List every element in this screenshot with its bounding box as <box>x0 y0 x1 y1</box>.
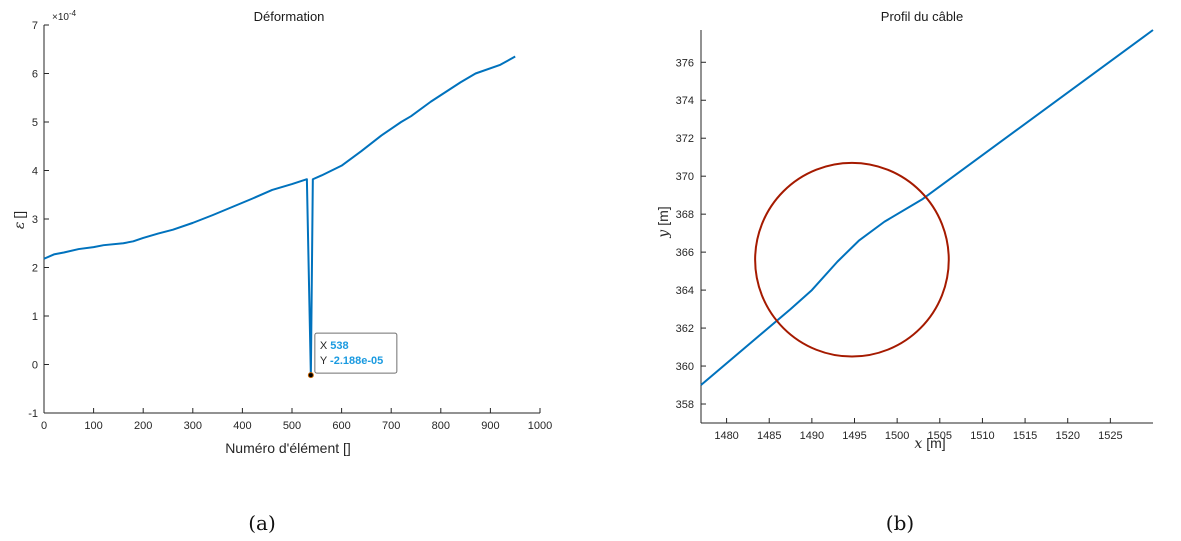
chart-b-x-tick-label: 1525 <box>1098 430 1122 442</box>
chart-a-x-tick-label: 200 <box>134 420 152 432</box>
chart-a-ticks: 0 100 200 300 400 500 600 700 800 900 1000-1012345… <box>28 20 552 432</box>
chart-a-series-line <box>43 55 516 377</box>
chart-a-x-tick-label: 900 <box>481 420 499 432</box>
chart-a-x-tick-label: 500 <box>283 420 301 432</box>
chart-b-caption: (b) <box>886 511 914 535</box>
chart-a-y-tick-label: 2 <box>32 263 38 275</box>
chart-a-x-tick-label: 400 <box>233 420 251 432</box>
chart-b-y-tick-label: 374 <box>676 95 694 107</box>
chart-a-x-tick-label: 0 <box>41 420 47 432</box>
chart-b-y-label-symbol: y <box>656 229 672 239</box>
chart-b-x-label: x [m] <box>914 435 945 452</box>
chart-b-y-tick-label: 364 <box>676 285 694 297</box>
datatip-x-value: 538 <box>330 340 348 352</box>
chart-a-datatip[interactable]: X 538 Y -2.188e-05 <box>307 332 398 379</box>
chart-b-y-label: y [m] <box>655 206 672 238</box>
chart-b-y-tick-label: 366 <box>676 247 694 259</box>
chart-b-y-tick-label: 358 <box>676 399 694 411</box>
datatip-y-key: Y <box>320 355 328 367</box>
chart-a-y-label-unit: [] <box>11 211 27 219</box>
chart-b-x-tick-label: 1505 <box>928 430 952 442</box>
datatip-y-row: Y -2.188e-05 <box>320 355 383 367</box>
chart-b-x-tick-label: 1510 <box>970 430 994 442</box>
chart-b-x-tick-label: 1495 <box>842 430 866 442</box>
chart-a-x-tick-label: 100 <box>84 420 102 432</box>
chart-a-y-tick-label: 4 <box>32 166 38 178</box>
chart-b-ticks: 1480 1485 1490 1495 1500 1505 1510 1515 1520 1525… <box>676 57 1123 442</box>
chart-a-y-exponent-power: -4 <box>69 9 77 18</box>
chart-a-y-label-symbol: ε <box>12 222 28 230</box>
chart-a-x-tick-label: 700 <box>382 420 400 432</box>
chart-a-y-tick-label: 0 <box>32 360 38 372</box>
chart-a-x-tick-label: 1000 <box>528 420 552 432</box>
chart-cable-profile: Profil du câble x [m] y[m] 1480 1485 1490 14… <box>655 9 1154 535</box>
chart-a-y-tick-label: 1 <box>32 311 38 323</box>
chart-b-y-tick-label: 376 <box>676 57 694 69</box>
datatip-y-value: -2.188e-05 <box>330 355 383 367</box>
chart-b-y-tick-label: 362 <box>676 323 694 335</box>
chart-b-series-line <box>700 29 1154 386</box>
chart-a-x-label: Numéro d'élément [] <box>225 440 351 456</box>
chart-a-title: Déformation <box>254 9 325 24</box>
chart-b-x-tick-label: 1490 <box>800 430 824 442</box>
chart-b-x-tick-label: 1485 <box>757 430 781 442</box>
chart-a-caption: (a) <box>248 511 276 535</box>
chart-a-y-label: ε [] <box>11 211 28 229</box>
chart-b-x-tick-label: 1480 <box>714 430 738 442</box>
datatip-marker <box>307 372 314 379</box>
chart-a-y-exponent-base: ×10 <box>52 12 69 23</box>
chart-a-x-tick-label: 600 <box>332 420 350 432</box>
chart-a-y-tick-label: 7 <box>32 20 38 32</box>
chart-b-y-tick-label: 372 <box>676 133 694 145</box>
chart-b-x-tick-label: 1500 <box>885 430 909 442</box>
chart-b-title: Profil du câble <box>881 9 963 24</box>
chart-a-y-tick-label: -1 <box>28 408 38 420</box>
chart-b-y-tick-label: 368 <box>676 209 694 221</box>
chart-a-y-exponent: ×10-4 <box>52 9 77 23</box>
chart-a-x-tick-label: 800 <box>432 420 450 432</box>
chart-deformation: Déformation ×10-4 Numéro d'élément [] ε [… <box>11 9 552 535</box>
chart-b-x-tick-label: 1520 <box>1055 430 1079 442</box>
chart-a-y-tick-label: 3 <box>32 214 38 226</box>
chart-b-x-label-unit: [m] <box>926 435 945 451</box>
datatip-box <box>314 332 398 374</box>
chart-b-y-tick-label: 370 <box>676 171 694 183</box>
datatip-x-key: X <box>320 340 328 352</box>
chart-a-x-tick-label: 300 <box>184 420 202 432</box>
chart-b-y-label-unit: [m] <box>655 206 671 225</box>
chart-a-y-tick-label: 5 <box>32 117 38 129</box>
chart-b-x-label-symbol: x <box>914 436 922 452</box>
chart-b-x-tick-label: 1515 <box>1013 430 1037 442</box>
chart-b-y-tick-label: 360 <box>676 361 694 373</box>
chart-a-y-tick-label: 6 <box>32 69 38 81</box>
chart-b-highlight-circle <box>754 161 950 358</box>
datatip-x-row: X 538 <box>320 340 349 352</box>
